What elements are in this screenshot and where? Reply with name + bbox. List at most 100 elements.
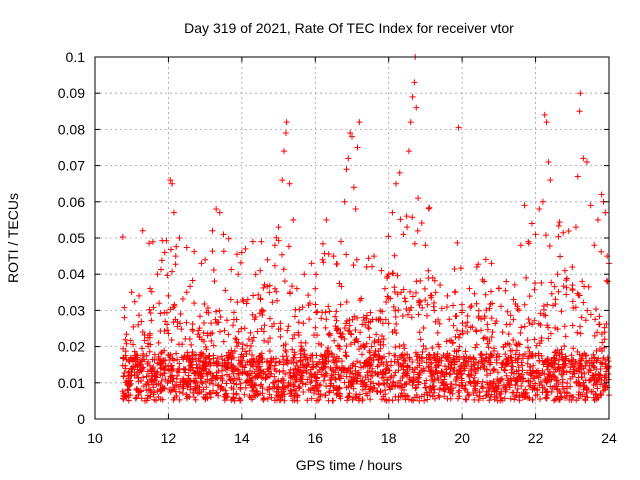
x-tick-label: 22 [528, 430, 544, 446]
data-point [468, 367, 475, 374]
data-point [531, 385, 538, 392]
data-point [499, 329, 506, 336]
data-point [346, 390, 353, 397]
data-point-peak [343, 166, 350, 173]
data-point [481, 315, 488, 322]
data-point [534, 386, 541, 393]
data-point-peak [396, 169, 403, 176]
data-point-peak [528, 220, 535, 227]
data-point [299, 373, 306, 380]
data-point [338, 367, 345, 374]
data-point [249, 396, 256, 403]
data-point [295, 332, 302, 339]
data-point [333, 325, 340, 332]
data-point [121, 304, 128, 311]
data-point [365, 324, 372, 331]
data-point [217, 328, 224, 335]
data-point [577, 330, 584, 337]
data-point [438, 305, 445, 312]
data-point [123, 340, 130, 347]
data-point [494, 369, 501, 376]
data-point [411, 240, 418, 247]
data-point [445, 354, 452, 361]
data-point [596, 346, 603, 353]
data-point [600, 387, 607, 394]
data-point [387, 374, 394, 381]
data-point [510, 316, 517, 323]
data-point [488, 383, 495, 390]
data-point [222, 387, 229, 394]
data-point-peak [271, 242, 278, 249]
data-point-peak [356, 119, 363, 126]
data-point [451, 266, 458, 273]
y-tick-label: 0.07 [58, 158, 85, 174]
data-point [300, 362, 307, 369]
data-point [283, 359, 290, 366]
data-point-peak [323, 216, 330, 223]
data-point [334, 342, 341, 349]
data-point [159, 237, 166, 244]
data-point [151, 356, 158, 363]
data-point [381, 285, 388, 292]
data-point [473, 341, 480, 348]
y-axis-label: ROTI / TECUs [5, 193, 21, 283]
data-point [130, 323, 137, 330]
data-point [599, 339, 606, 346]
data-point [162, 376, 169, 383]
data-point [209, 248, 216, 255]
data-point [184, 349, 191, 356]
data-point [559, 351, 566, 358]
data-point [258, 381, 265, 388]
data-point [135, 375, 142, 382]
data-point [598, 392, 605, 399]
data-point [250, 363, 257, 370]
data-point [554, 326, 561, 333]
data-point [157, 359, 164, 366]
data-point [592, 316, 599, 323]
data-point [170, 357, 177, 364]
data-point [164, 321, 171, 328]
data-point [206, 389, 213, 396]
data-point [235, 328, 242, 335]
data-point [239, 296, 246, 303]
data-point [280, 266, 287, 273]
data-point [566, 396, 573, 403]
data-point [260, 307, 267, 314]
data-point [462, 396, 469, 403]
data-point [237, 380, 244, 387]
data-point [430, 378, 437, 385]
data-point [239, 345, 246, 352]
data-point [391, 327, 398, 334]
data-point [336, 385, 343, 392]
data-point [488, 391, 495, 398]
data-point [383, 397, 390, 404]
data-point [298, 339, 305, 346]
data-point [332, 364, 339, 371]
data-point [295, 329, 302, 336]
data-point [601, 336, 608, 343]
data-point [230, 309, 237, 316]
data-point [122, 352, 129, 359]
data-point [579, 278, 586, 285]
y-tick-label: 0.09 [58, 85, 85, 101]
data-point [467, 324, 474, 331]
data-point [357, 297, 364, 304]
data-point [294, 397, 301, 404]
data-point [590, 351, 597, 358]
data-point [367, 318, 374, 325]
data-point [532, 380, 539, 387]
data-point [363, 312, 370, 319]
data-point [462, 382, 469, 389]
data-point [119, 388, 126, 395]
data-point [167, 246, 174, 253]
data-point [164, 272, 171, 279]
data-point [142, 397, 148, 404]
data-point [192, 385, 199, 392]
data-point [332, 376, 339, 383]
data-point [416, 397, 423, 404]
data-point [413, 278, 420, 285]
x-tick-label: 10 [87, 430, 103, 446]
data-point [136, 312, 143, 319]
data-point [593, 376, 600, 383]
data-point [249, 360, 256, 367]
